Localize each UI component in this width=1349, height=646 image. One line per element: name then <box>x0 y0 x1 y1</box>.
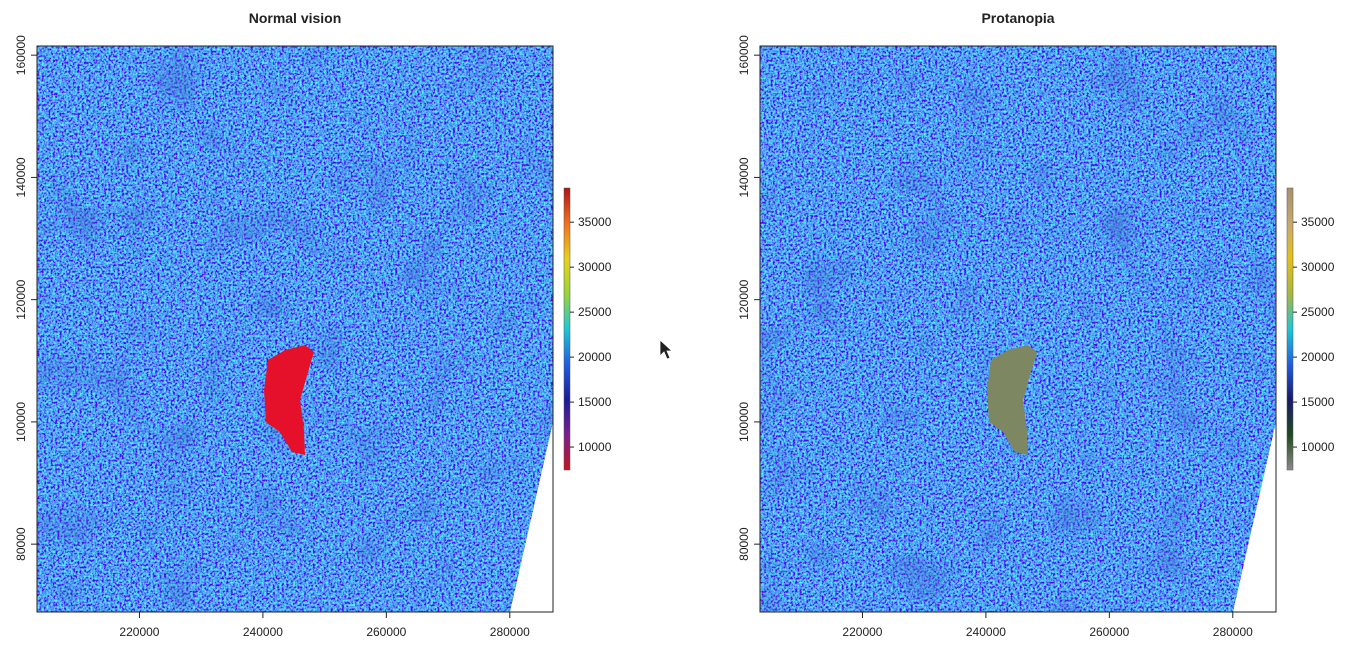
chart-title: Normal vision <box>249 10 342 26</box>
x-tick-label: 280000 <box>490 625 530 639</box>
colorbar-tick-label: 15000 <box>578 395 612 409</box>
colorbar-tick-label: 10000 <box>578 440 612 454</box>
colorbar-tick-label: 10000 <box>1301 440 1335 454</box>
y-tick-label: 120000 <box>14 279 28 319</box>
hotspot <box>264 345 314 455</box>
colorbar <box>563 187 571 471</box>
colorbar-tick-label: 25000 <box>1301 305 1335 319</box>
colorbar <box>1286 187 1294 471</box>
x-tick-label: 260000 <box>1089 625 1129 639</box>
x-tick-label: 240000 <box>966 625 1006 639</box>
y-tick-label: 160000 <box>14 35 28 75</box>
plot-frame <box>36 45 554 613</box>
x-tick-label: 220000 <box>842 625 882 639</box>
colorbar-tick-label: 20000 <box>578 350 612 364</box>
y-tick-label: 80000 <box>14 527 28 561</box>
colorbar-tick-label: 35000 <box>578 215 612 229</box>
mouse-cursor <box>659 339 674 360</box>
x-tick-label: 240000 <box>243 625 283 639</box>
colorbar-tick-label: 25000 <box>578 305 612 319</box>
y-tick-label: 100000 <box>14 402 28 442</box>
colorbar-tick-label: 20000 <box>1301 350 1335 364</box>
no-data <box>1233 422 1276 612</box>
map-decor <box>264 339 1037 455</box>
x-tick-label: 260000 <box>366 625 406 639</box>
y-tick-label: 80000 <box>737 527 751 561</box>
raster-image <box>760 46 1276 612</box>
y-tick-label: 120000 <box>737 279 751 319</box>
y-tick-label: 100000 <box>737 402 751 442</box>
colorbar-tick-label: 30000 <box>1301 260 1335 274</box>
y-tick-label: 160000 <box>737 35 751 75</box>
y-tick-label: 140000 <box>14 157 28 197</box>
colorbar-tick-label: 15000 <box>1301 395 1335 409</box>
chart-title: Protanopia <box>981 10 1054 26</box>
colorbar-tick-label: 30000 <box>578 260 612 274</box>
x-tick-label: 220000 <box>119 625 159 639</box>
hotspot <box>987 345 1037 455</box>
x-tick-label: 280000 <box>1213 625 1253 639</box>
raster-image <box>37 46 553 612</box>
plot-frame <box>759 45 1277 613</box>
colorbar-tick-label: 35000 <box>1301 215 1335 229</box>
raster-shade <box>37 46 553 612</box>
y-tick-label: 140000 <box>737 157 751 197</box>
no-data <box>510 422 553 612</box>
raster-shade <box>760 46 1276 612</box>
